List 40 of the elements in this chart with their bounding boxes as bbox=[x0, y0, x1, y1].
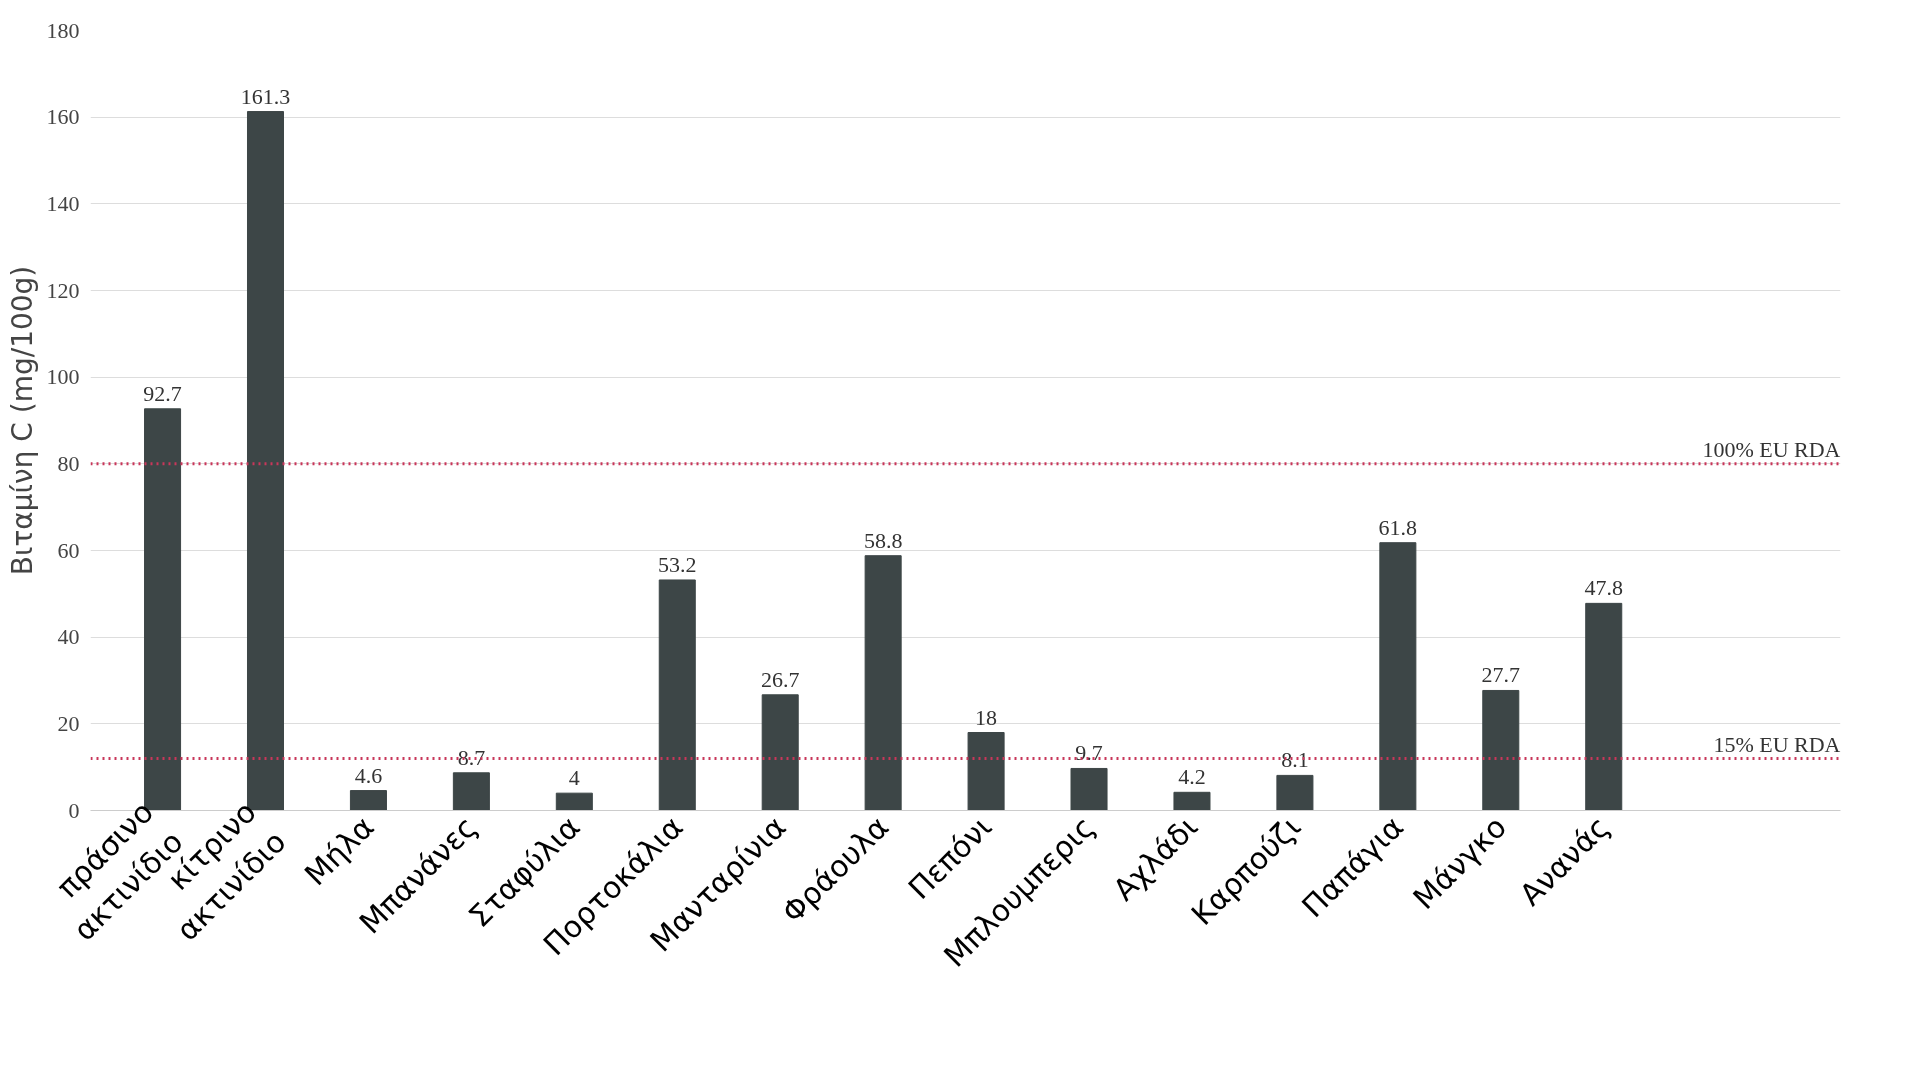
ref-line-label: 100% EU RDA bbox=[1702, 436, 1841, 462]
y-axis-title: Βιταμίνη C (mg/100g) bbox=[5, 265, 39, 576]
data-label: 27.7 bbox=[1481, 662, 1521, 688]
bar bbox=[761, 694, 799, 811]
bar bbox=[967, 732, 1005, 811]
bar bbox=[1482, 689, 1520, 811]
y-tick-label: 120 bbox=[46, 277, 80, 303]
data-label: 4.6 bbox=[354, 762, 383, 788]
y-tick-label: 100 bbox=[46, 364, 80, 390]
data-label: 4.2 bbox=[1178, 764, 1206, 790]
bar bbox=[658, 579, 696, 811]
bar bbox=[864, 555, 902, 811]
y-tick-label: 160 bbox=[46, 104, 80, 130]
y-tick-label: 40 bbox=[57, 624, 80, 650]
bar bbox=[1379, 542, 1417, 811]
data-label: 92.7 bbox=[143, 380, 182, 406]
data-label: 8.1 bbox=[1281, 747, 1309, 773]
data-label: 18 bbox=[975, 704, 998, 730]
ref-line-label: 15% EU RDA bbox=[1713, 731, 1841, 757]
data-label: 8.7 bbox=[457, 744, 486, 770]
data-label: 4 bbox=[568, 765, 580, 791]
y-tick-label: 20 bbox=[57, 710, 80, 736]
data-label: 61.8 bbox=[1378, 514, 1418, 540]
data-label: 26.7 bbox=[760, 666, 800, 692]
bar bbox=[452, 772, 490, 811]
bar bbox=[1585, 602, 1623, 811]
data-label: 9.7 bbox=[1075, 740, 1103, 766]
y-tick-label: 140 bbox=[46, 190, 80, 216]
y-tick-label: 80 bbox=[57, 450, 80, 476]
data-label: 47.8 bbox=[1584, 575, 1623, 601]
bar bbox=[1276, 774, 1314, 811]
y-tick-label: 180 bbox=[46, 17, 80, 43]
data-label: 53.2 bbox=[658, 551, 697, 577]
y-tick-label: 60 bbox=[57, 537, 80, 563]
bar bbox=[349, 790, 387, 811]
bar bbox=[1173, 791, 1211, 811]
bar bbox=[555, 792, 593, 811]
bar bbox=[1070, 767, 1108, 811]
data-label: 161.3 bbox=[240, 83, 291, 109]
data-label: 58.8 bbox=[863, 527, 903, 553]
